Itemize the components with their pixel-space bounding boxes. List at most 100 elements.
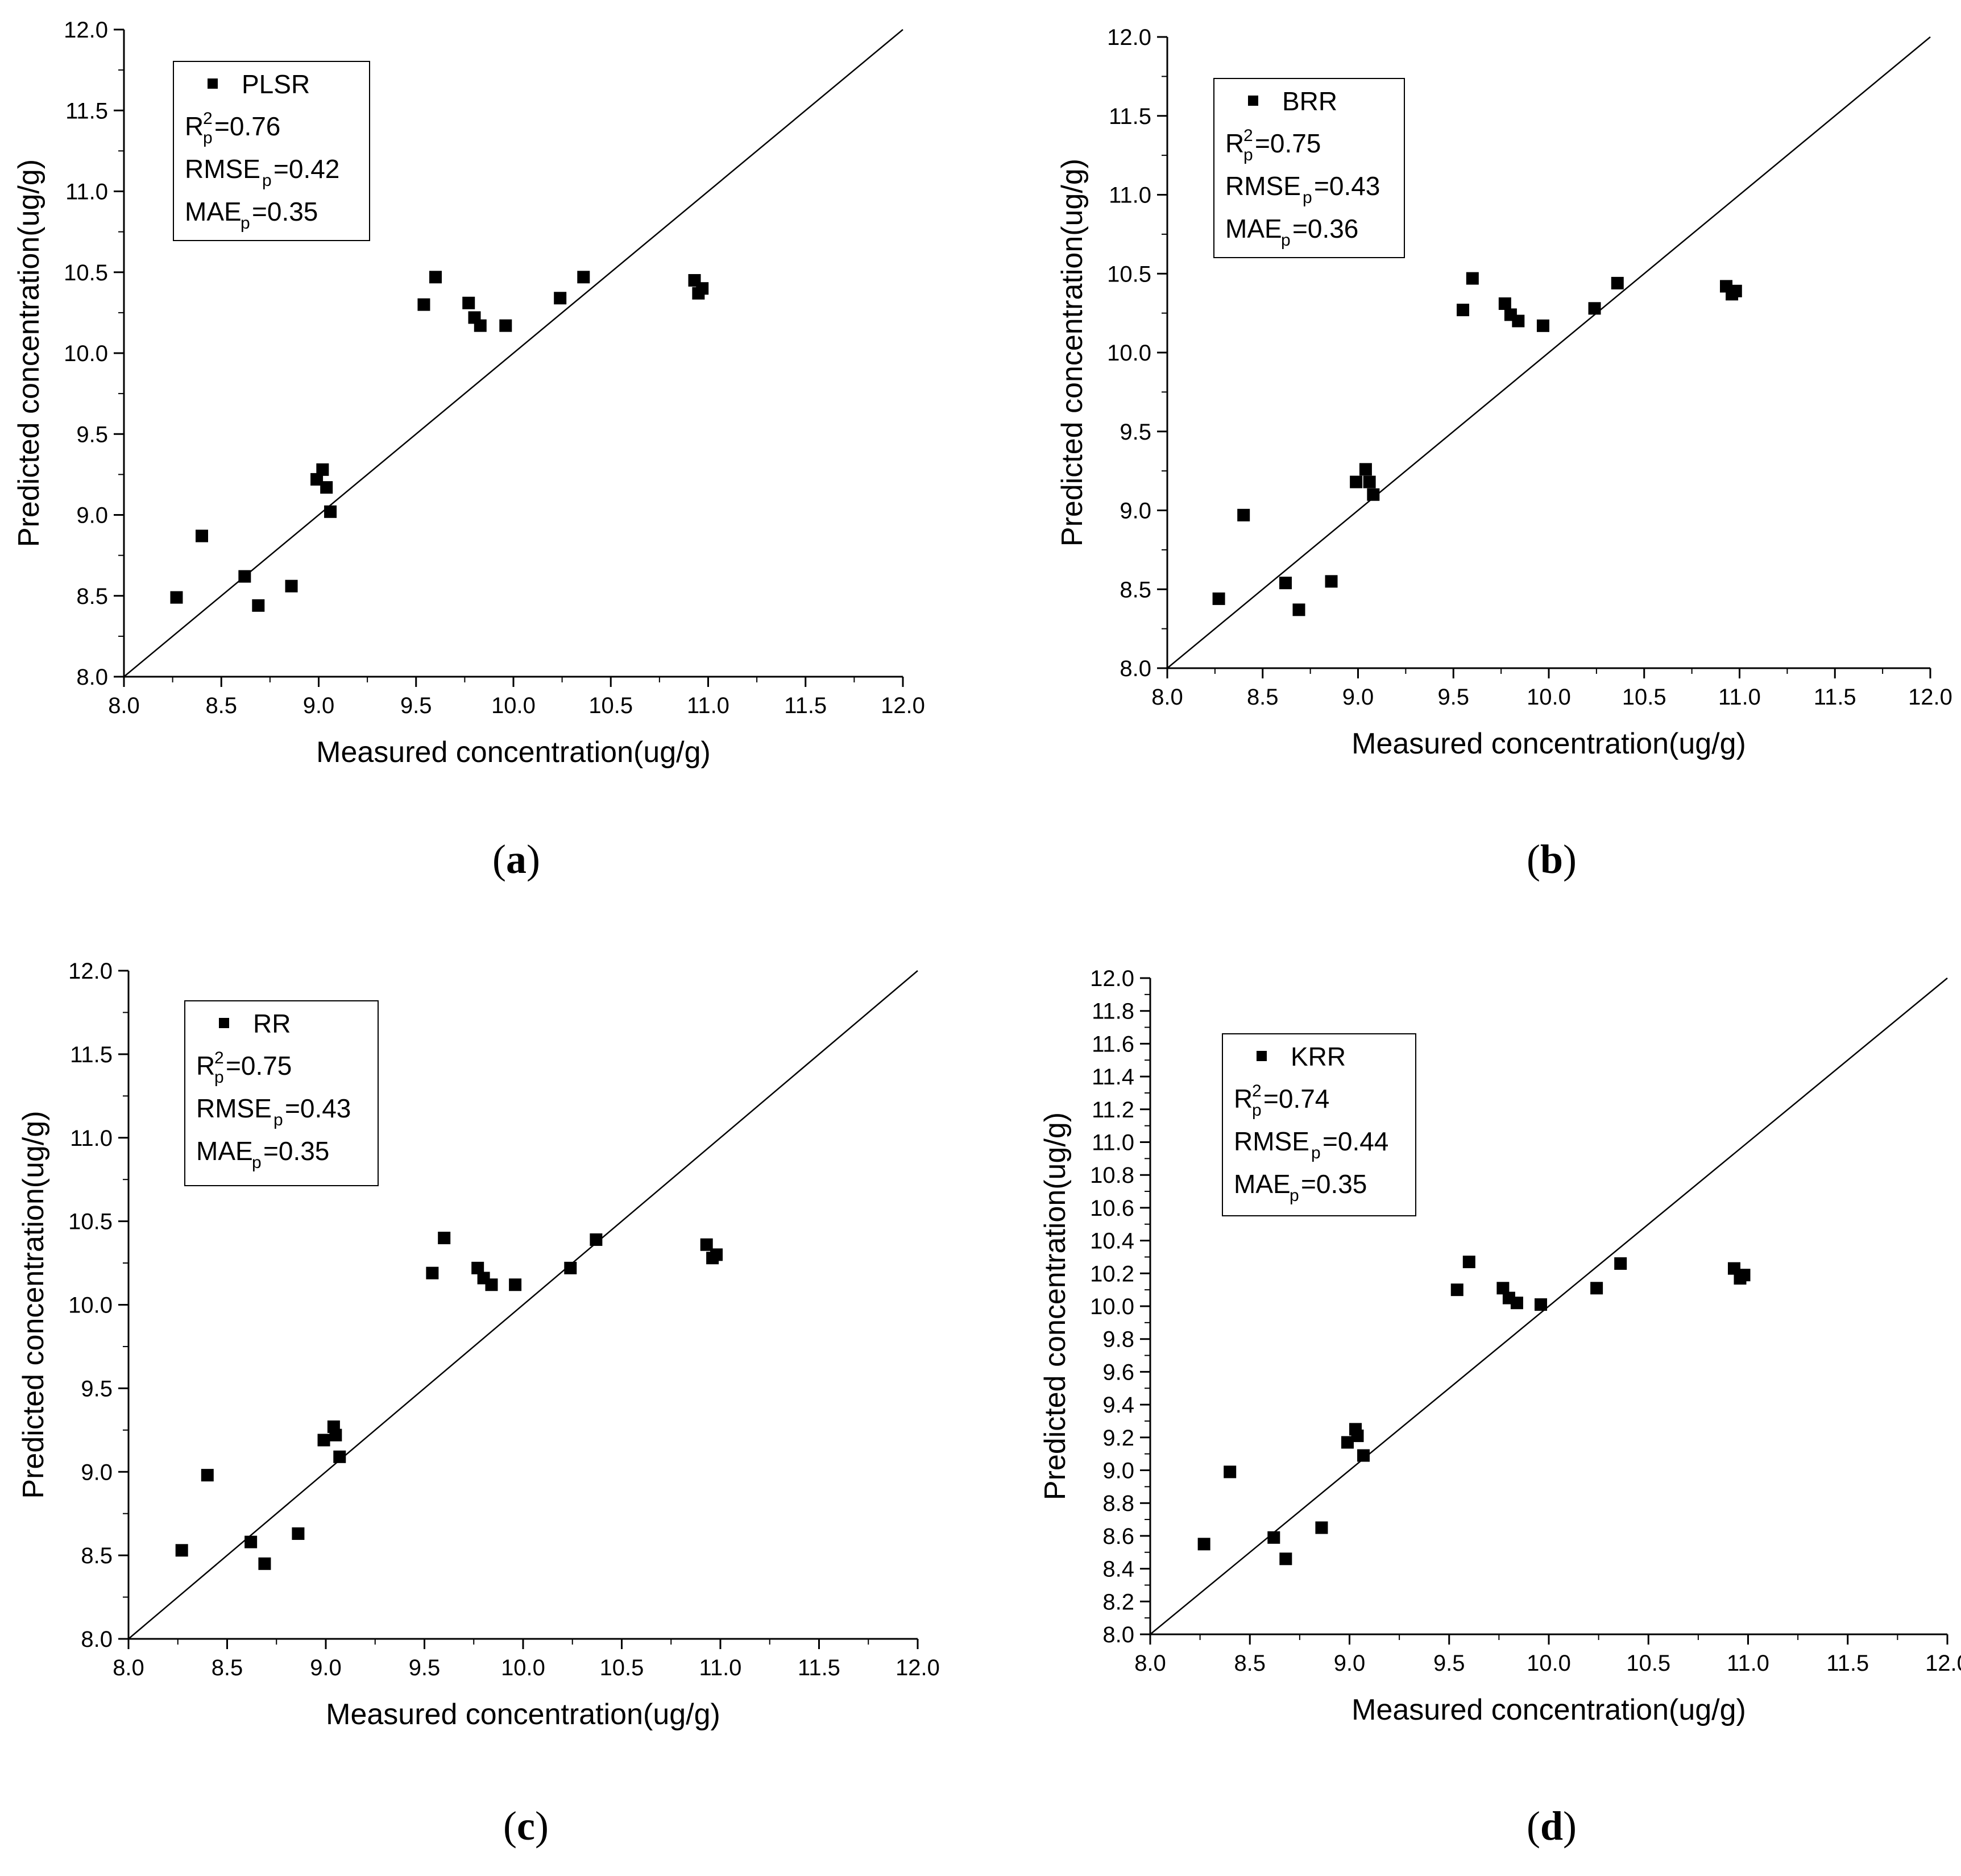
x-tick-label: 8.5 [1247,685,1279,710]
legend-marker [1248,96,1258,106]
legend-mae-prefix: MAE [185,197,242,226]
x-axis-label: Measured concentration(ug/g) [1351,727,1746,760]
x-tick-label: 11.0 [699,1655,742,1680]
legend-box [184,1000,379,1186]
y-tick-label: 10.5 [64,260,108,285]
x-tick-label: 10.0 [501,1655,545,1680]
y-tick-label: 9.5 [81,1376,113,1401]
panel-caption-letter: c [517,1803,535,1849]
data-point [1351,1429,1364,1442]
y-tick-label: 9.8 [1102,1327,1134,1352]
data-point [471,1261,484,1274]
y-tick-label: 9.0 [76,503,108,528]
data-point [1588,302,1601,315]
y-tick-label: 11.5 [70,1042,113,1067]
y-tick-label: 11.2 [1092,1098,1134,1123]
data-point [1590,1282,1603,1295]
legend-r2-prefix: R [196,1051,215,1080]
data-point [329,1428,342,1442]
legend-r2-value: =0.75 [226,1051,292,1080]
chart-panel-b: 8.0 8.5 9.0 9.5 10.0 10.5 11.0 11.5 12.0 8.0 8.5 9.… [1056,25,1952,882]
x-tick-label: 10.5 [1626,1651,1670,1676]
legend-marker [219,1018,229,1028]
y-tick-label: 11.5 [1109,104,1151,129]
x-tick-label: 8.0 [1134,1651,1166,1676]
data-point [170,591,183,604]
y-tick-label: 12.0 [68,959,113,984]
y-tick-label: 12.0 [1107,25,1151,50]
y-tick-label: 11.6 [1092,1032,1134,1057]
legend-mae-prefix: MAE [196,1136,253,1166]
y-tick-label: 8.0 [76,665,108,690]
x-tick-label: 9.5 [400,693,432,718]
x-tick-label: 11.0 [687,693,729,718]
x-tick-label: 9.0 [310,1655,342,1680]
legend-r2-sup: 2 [1252,1082,1262,1100]
data-point [1197,1538,1210,1551]
legend-r2-sub: p [214,1068,224,1087]
data-point [417,298,430,311]
x-tick-label: 9.5 [1433,1651,1465,1676]
data-point [310,473,324,486]
data-point [1729,284,1742,297]
x-tick-label: 8.0 [108,693,140,718]
data-point [577,271,590,284]
y-axis-label: Predicted concentration(ug/g) [13,159,45,547]
x-tick-label: 10.5 [588,693,633,718]
legend-mae-value: =0.35 [263,1136,329,1166]
data-point [710,1248,723,1261]
x-tick-label: 10.0 [491,693,536,718]
legend-rmse-sub: p [1303,188,1312,207]
x-tick-label: 10.5 [600,1655,644,1680]
x-tick-label: 9.0 [1342,685,1374,710]
data-point [438,1232,451,1244]
data-point [429,271,442,284]
data-point [1498,297,1511,310]
legend-r2-sup: 2 [214,1049,224,1067]
x-tick-label: 8.5 [212,1655,243,1680]
data-point [1738,1269,1751,1282]
data-point [175,1544,188,1557]
chart-panel-c: 8.0 8.5 9.0 9.5 10.0 10.5 11.0 11.5 12.0 8.0 8.5 9.… [17,959,940,1849]
data-point [1279,577,1292,590]
x-tick-label: 11.5 [784,693,827,718]
x-tick-label: 11.0 [1727,1651,1769,1676]
legend-marker [208,78,218,89]
legend-series-name: BRR [1282,86,1337,116]
y-tick-label: 9.6 [1102,1360,1134,1385]
legend-rmse-sub: p [262,171,272,190]
y-tick-label: 9.4 [1102,1393,1134,1418]
data-point [244,1535,258,1548]
x-tick-label: 10.5 [1622,685,1666,710]
panel-caption-letter: b [1540,836,1563,882]
data-point [1350,475,1363,488]
legend-mae-prefix: MAE [1225,214,1282,243]
x-tick-label: 11.5 [1814,685,1856,710]
legend-r2-value: =0.74 [1263,1084,1329,1113]
data-point [333,1450,346,1463]
y-tick-label: 9.2 [1102,1426,1134,1451]
y-tick-label: 8.0 [1102,1622,1134,1647]
data-point [1359,463,1372,476]
y-tick-label: 11.0 [1092,1130,1134,1156]
y-tick-label: 10.8 [1090,1163,1134,1188]
x-axis-label: Measured concentration(ug/g) [316,736,711,769]
panel-caption: (d) [1527,1803,1577,1849]
legend-series-name: KRR [1291,1042,1346,1071]
legend-r2-prefix: R [1225,129,1244,158]
data-point [252,599,265,612]
data-point [1466,272,1479,285]
data-point [1450,1283,1464,1297]
data-point [1611,276,1624,289]
data-point [320,481,333,494]
x-tick-label: 11.5 [798,1655,840,1680]
y-tick-label: 11.0 [65,180,108,205]
data-point [1496,1282,1510,1295]
y-tick-label: 9.0 [81,1460,113,1485]
x-tick-label: 8.0 [113,1655,144,1680]
data-point [317,1434,330,1447]
data-point [485,1278,498,1291]
legend-mae-sub: p [241,214,250,233]
